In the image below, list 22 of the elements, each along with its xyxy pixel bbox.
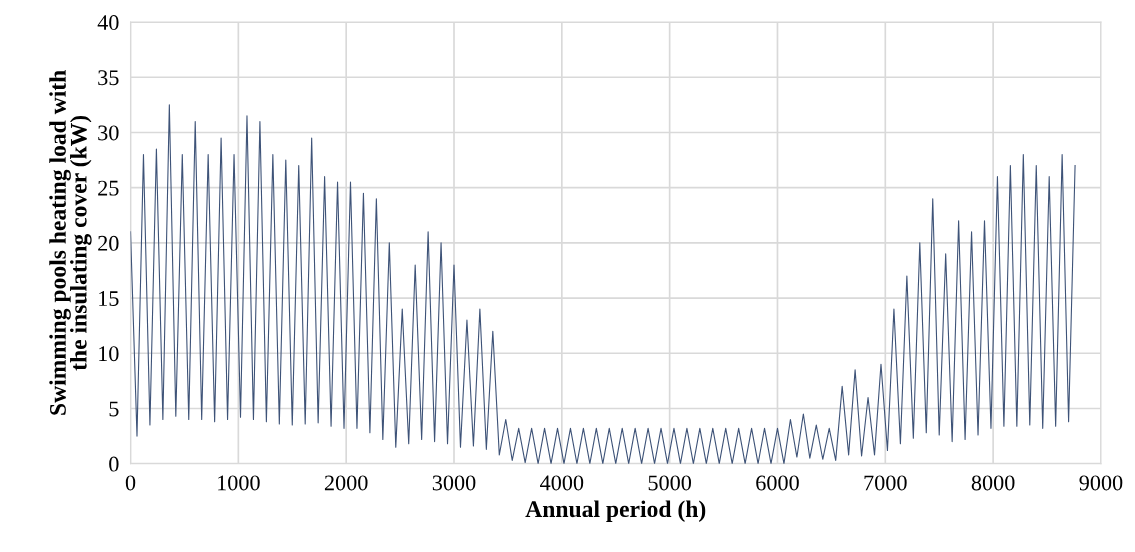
x-tick-label: 2000 — [324, 475, 368, 491]
x-tick-label: 0 — [125, 475, 136, 491]
y-tick-label: 35 — [98, 70, 119, 86]
x-tick-label: 8000 — [971, 475, 1015, 491]
x-tick-label: 9000 — [1079, 475, 1123, 491]
x-tick-label: 6000 — [756, 475, 799, 491]
y-tick-label: 10 — [99, 346, 119, 362]
y-tick-label: 30 — [98, 125, 119, 141]
y-tick-label: 0 — [109, 456, 119, 472]
x-tick-label: 4000 — [540, 475, 584, 491]
x-tick-label: 1000 — [218, 475, 260, 491]
x-tick-label: 7000 — [864, 475, 907, 491]
y-tick-label: 15 — [99, 291, 119, 307]
y-tick-label: 5 — [109, 401, 119, 417]
x-axis-title: Annual period (h) — [525, 500, 706, 522]
x-tick-label: 5000 — [648, 475, 692, 491]
y-tick-label: 20 — [98, 235, 119, 251]
y-axis-title: Swimming pools heating load with the insulating cover (kW) — [49, 70, 92, 415]
y-tick-label: 25 — [98, 180, 119, 196]
line-series — [130, 104, 1076, 464]
y-tick-label: 40 — [97, 15, 119, 31]
x-tick-label: 3000 — [432, 475, 476, 491]
